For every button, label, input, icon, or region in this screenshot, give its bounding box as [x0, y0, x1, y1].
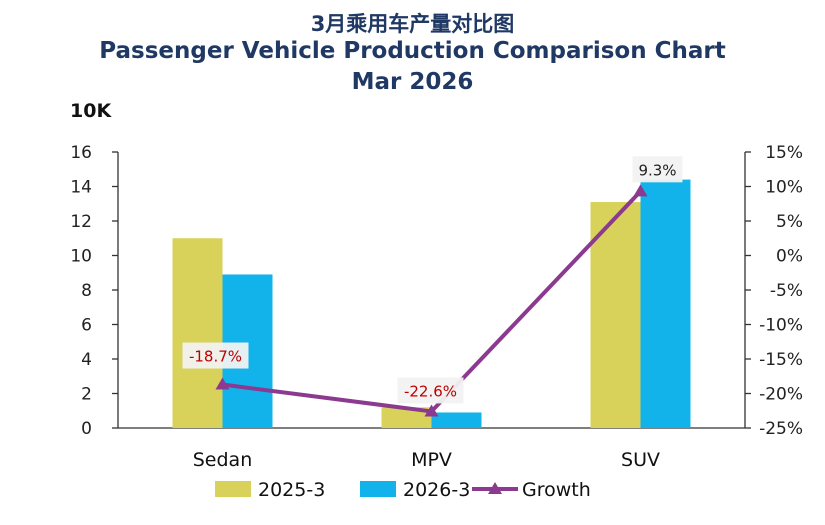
growth-marker-triangle — [424, 404, 439, 417]
growth-data-label: -18.7% — [189, 348, 242, 366]
left-tick-label: 2 — [81, 385, 92, 405]
y-axis-unit-label: 10K — [70, 100, 112, 122]
legend-marker-growth — [488, 482, 502, 494]
left-tick-label: 12 — [70, 212, 92, 232]
left-tick-label: 6 — [81, 316, 92, 336]
chart-title-chinese: 3月乘用车产量对比图 — [310, 12, 515, 36]
category-label-suv: SUV — [621, 449, 660, 471]
right-tick-label: -5% — [770, 281, 803, 301]
growth-label-background — [632, 156, 683, 183]
left-tick-label: 16 — [70, 143, 92, 163]
left-tick-label: 8 — [81, 281, 92, 301]
growth-data-label: -22.6% — [404, 382, 457, 400]
legend-label-growth: Growth — [522, 479, 591, 501]
growth-data-label: 9.3% — [638, 161, 676, 179]
legend-label-2026: 2026-3 — [403, 479, 470, 501]
growth-marker-triangle — [633, 184, 648, 197]
bar-sedan-2025-3 — [172, 238, 223, 428]
right-tick-label: 0% — [776, 247, 803, 267]
right-tick-label: -25% — [759, 419, 803, 439]
bar-mpv-2025-3 — [381, 407, 432, 428]
chart-period: Mar 2026 — [351, 69, 474, 95]
right-tick-label: -10% — [759, 316, 803, 336]
legend-swatch-2026 — [360, 481, 396, 497]
growth-marker-triangle — [215, 377, 230, 390]
left-tick-label: 10 — [70, 247, 92, 267]
category-label-mpv: MPV — [411, 449, 452, 471]
growth-label-background — [182, 342, 249, 369]
legend-label-2025: 2025-3 — [258, 479, 325, 501]
left-tick-label: 14 — [70, 178, 92, 198]
legend-swatch-2025 — [215, 481, 251, 497]
left-tick-label: 0 — [81, 419, 92, 439]
right-tick-label: 5% — [776, 212, 803, 232]
bar-mpv-2026-3 — [431, 412, 482, 428]
right-tick-label: 15% — [765, 143, 803, 163]
category-label-sedan: Sedan — [193, 449, 253, 471]
right-tick-label: 10% — [765, 178, 803, 198]
bar-suv-2025-3 — [590, 202, 641, 428]
right-tick-label: -20% — [759, 385, 803, 405]
growth-label-background — [397, 377, 464, 404]
chart-title-english: Passenger Vehicle Production Comparison … — [99, 38, 726, 64]
right-tick-label: -15% — [759, 350, 803, 370]
left-tick-label: 4 — [81, 350, 92, 370]
bar-suv-2026-3 — [640, 179, 691, 428]
